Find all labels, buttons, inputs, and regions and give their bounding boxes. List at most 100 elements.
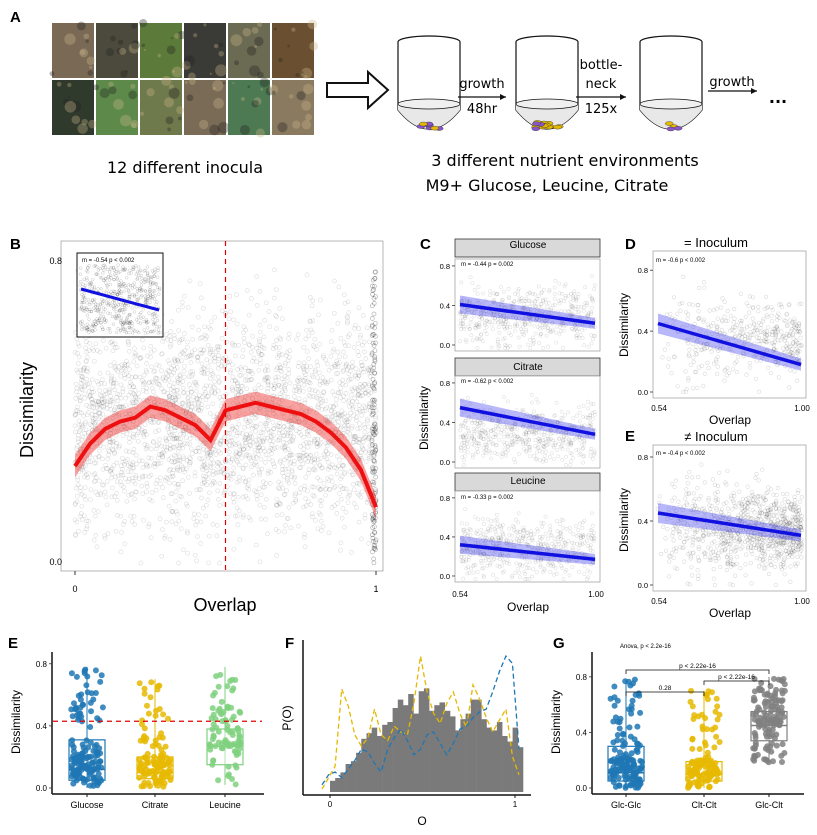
scatter-point: [201, 306, 206, 311]
beaker-medium: [640, 104, 702, 129]
photo-texture: [68, 96, 71, 99]
scatter-point: [174, 435, 180, 441]
scatter-point: [172, 358, 178, 364]
scatter-point: [176, 359, 181, 365]
scatter-point: [210, 522, 216, 527]
scatter-point: [278, 337, 284, 342]
scatter-point: [304, 409, 310, 414]
scatter-point: [371, 468, 376, 474]
scatter-point: [330, 404, 336, 410]
scatter-point: [176, 307, 181, 313]
photo-texture: [234, 60, 239, 66]
scatter-point: [346, 364, 351, 370]
scatter-point: [216, 366, 221, 371]
scatter-point: [311, 484, 317, 490]
scatter-point: [356, 341, 361, 346]
scatter-point: [357, 421, 362, 426]
scatter-point: [317, 442, 322, 448]
scatter-point: [346, 343, 351, 349]
scatter-point: [210, 472, 216, 477]
scatter-point: [132, 351, 138, 356]
scatter-point: [276, 529, 282, 534]
scatter-point: [253, 489, 259, 495]
scatter-point: [306, 454, 311, 460]
scatter-point: [249, 411, 255, 417]
photo-texture: [289, 94, 294, 99]
beaker-medium-surface: [639, 98, 703, 110]
scatter-point: [260, 484, 266, 490]
scatter-point: [108, 379, 114, 385]
scatter-point: [136, 426, 142, 431]
scatter-point: [194, 396, 199, 401]
scatter-point: [266, 415, 272, 421]
scatter-point: [261, 377, 267, 383]
photo-texture: [88, 119, 97, 129]
scatter-point: [248, 443, 253, 449]
env-line1: 3 different nutrient environments: [431, 151, 698, 170]
scatter-point: [86, 410, 91, 415]
scatter-point: [156, 441, 162, 447]
microbe-cell: [531, 126, 540, 131]
scatter-point: [333, 397, 339, 402]
scatter-point: [367, 339, 372, 345]
scatter-point: [277, 435, 282, 441]
scatter-point: [342, 423, 348, 429]
scatter-point: [308, 452, 314, 458]
scatter-point: [211, 443, 217, 448]
scatter-point: [88, 487, 94, 493]
photo-texture: [273, 27, 277, 31]
scatter-point: [351, 439, 357, 445]
scatter-point: [320, 398, 325, 404]
scatter-point: [363, 459, 369, 464]
inoculum-photo: [228, 80, 270, 135]
photo-texture: [213, 98, 224, 109]
scatter-point: [339, 486, 345, 492]
scatter-point: [243, 440, 248, 446]
photo-texture: [291, 27, 296, 32]
scatter-point: [313, 394, 319, 400]
scatter-point: [76, 429, 82, 434]
scatter-point: [112, 411, 118, 417]
scatter-point: [263, 367, 268, 373]
scatter-point: [317, 341, 322, 347]
scatter-point: [292, 384, 298, 389]
photo-texture: [87, 70, 94, 76]
scatter-point: [103, 494, 109, 500]
scatter-point: [151, 440, 156, 446]
scatter-point: [202, 386, 207, 391]
scatter-point: [208, 349, 213, 354]
scatter-point: [101, 444, 106, 450]
scatter-point: [113, 380, 119, 386]
scatter-point: [360, 436, 366, 442]
scatter-point: [227, 431, 233, 436]
scatter-point: [315, 526, 321, 532]
scatter-point: [78, 373, 84, 379]
scatter-point: [78, 441, 83, 447]
scatter-point: [237, 443, 242, 449]
scatter-point: [324, 476, 330, 481]
scatter-point: [144, 417, 150, 422]
scatter-point: [228, 309, 233, 315]
scatter-point: [81, 469, 87, 475]
scatter-point: [114, 498, 120, 503]
scatter-point: [312, 457, 317, 463]
scatter-point: [73, 500, 78, 506]
photo-texture: [256, 71, 264, 79]
photo-texture: [64, 101, 77, 113]
scatter-point: [125, 338, 131, 344]
scatter-point: [339, 434, 344, 439]
photo-texture: [119, 114, 132, 127]
scatter-point: [265, 379, 271, 385]
scatter-point: [196, 408, 201, 413]
scatter-point: [122, 518, 128, 524]
scatter-point: [227, 293, 233, 299]
scatter-point: [183, 411, 189, 417]
scatter-point: [181, 456, 187, 462]
scatter-point: [325, 419, 331, 424]
scatter-point: [320, 353, 326, 359]
scatter-point: [127, 380, 133, 385]
scatter-point: [146, 524, 152, 529]
scatter-point: [75, 369, 81, 375]
scatter-point: [75, 404, 81, 410]
